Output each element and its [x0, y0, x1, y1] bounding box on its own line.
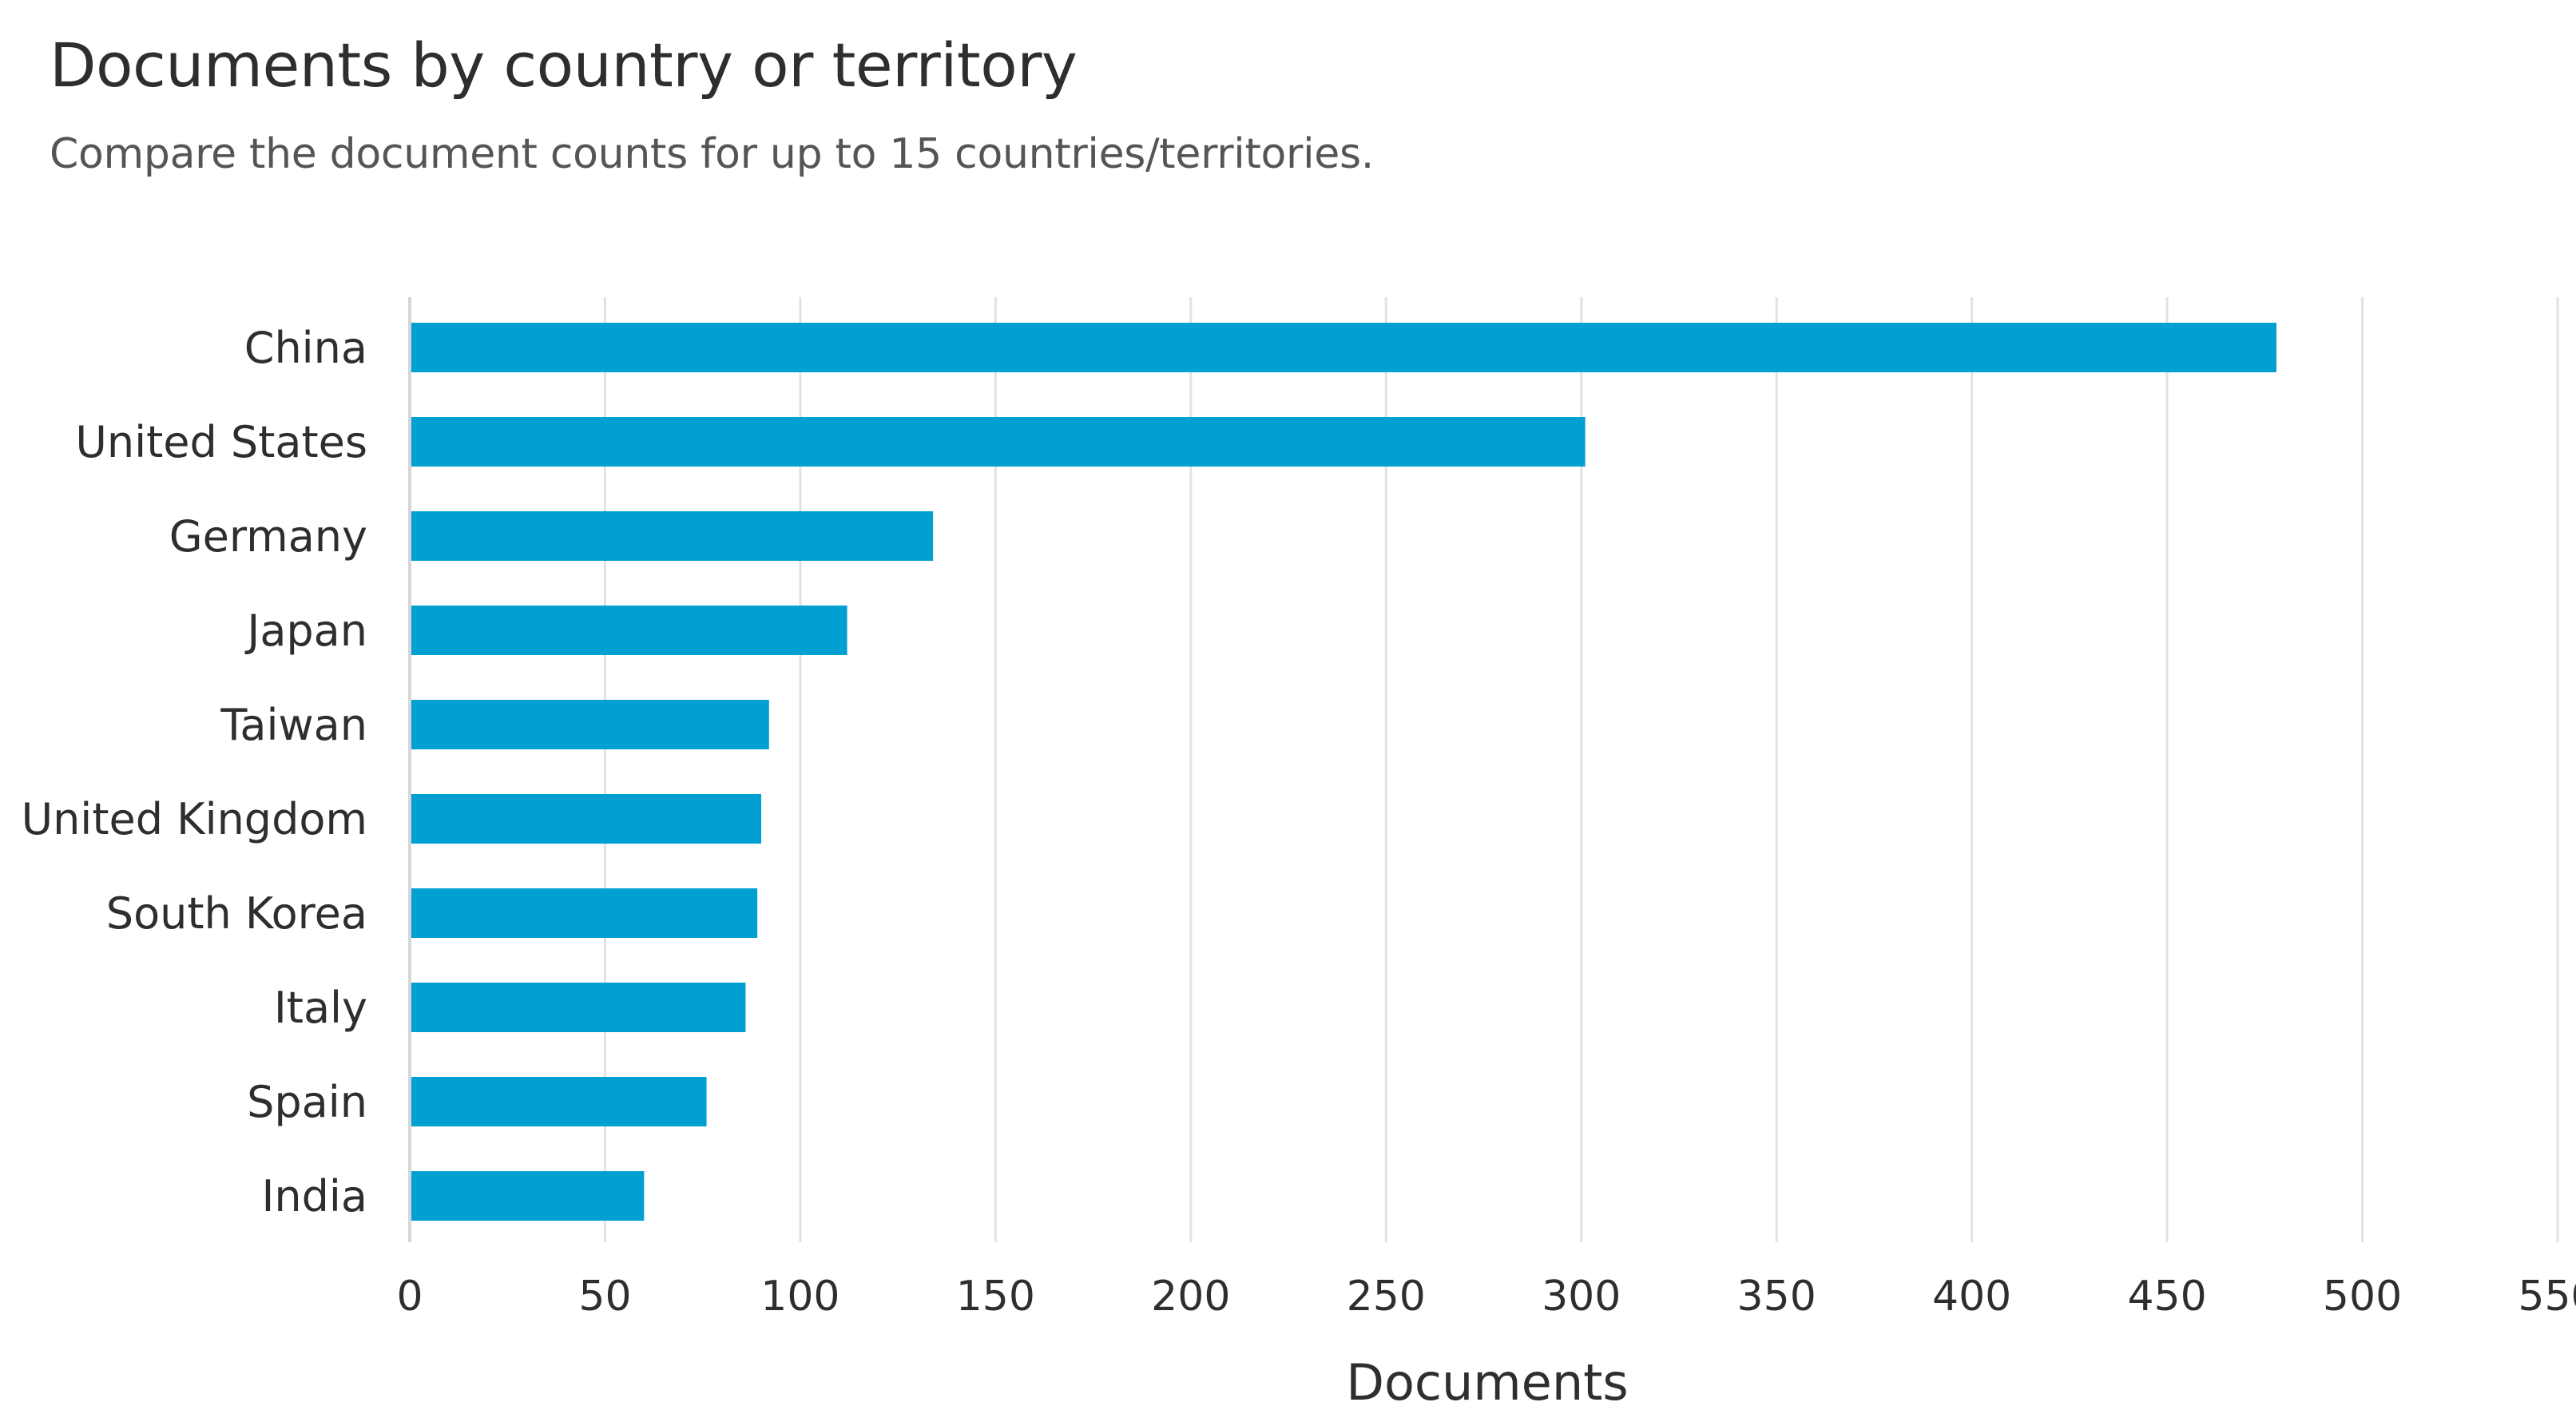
category-label: Germany: [169, 511, 367, 562]
x-tick-label: 0: [396, 1273, 423, 1321]
bar-spain[interactable]: [411, 1077, 707, 1126]
category-label: Italy: [274, 983, 367, 1033]
bar-germany[interactable]: [411, 511, 934, 561]
x-tick-label: 300: [1542, 1273, 1621, 1321]
category-label: Japan: [244, 606, 367, 656]
bars: [411, 323, 2276, 1221]
bar-italy[interactable]: [411, 983, 746, 1032]
category-label: United States: [75, 417, 367, 467]
x-tick-label: 350: [1737, 1273, 1816, 1321]
x-tick-label: 200: [1151, 1273, 1230, 1321]
x-tick-label: 550: [2518, 1273, 2576, 1321]
bar-south-korea[interactable]: [411, 888, 758, 938]
bar-united-states[interactable]: [411, 417, 1586, 467]
x-tick-label: 500: [2323, 1273, 2402, 1321]
bar-japan[interactable]: [411, 606, 847, 655]
category-labels: China United States Germany Japan Taiwan Unit…: [22, 323, 367, 1221]
bar-china[interactable]: [411, 323, 2276, 372]
category-label: China: [244, 323, 367, 373]
chart-subtitle: Compare the document counts for up to 15…: [50, 130, 1374, 178]
category-label: South Korea: [106, 888, 367, 939]
bar-taiwan[interactable]: [411, 700, 769, 749]
x-tick-label: 450: [2127, 1273, 2206, 1321]
x-tick-label: 150: [956, 1273, 1035, 1321]
x-tick-label: 100: [760, 1273, 839, 1321]
x-tick-label: 250: [1347, 1273, 1426, 1321]
bar-united-kingdom[interactable]: [411, 794, 762, 844]
x-axis-title: Documents: [1346, 1353, 1629, 1412]
bar-india[interactable]: [411, 1171, 645, 1221]
category-label: Taiwan: [220, 700, 367, 750]
x-tick-label: 50: [578, 1273, 631, 1321]
x-tick-label: 400: [1932, 1273, 2011, 1321]
x-tick-labels: 0 50 100 150 200 250 300 350 400 450 500 550: [396, 1273, 2576, 1321]
chart-title: Documents by country or territory: [50, 30, 1078, 101]
category-label: United Kingdom: [22, 794, 367, 844]
category-label: Spain: [247, 1077, 367, 1127]
category-label: India: [261, 1171, 367, 1221]
